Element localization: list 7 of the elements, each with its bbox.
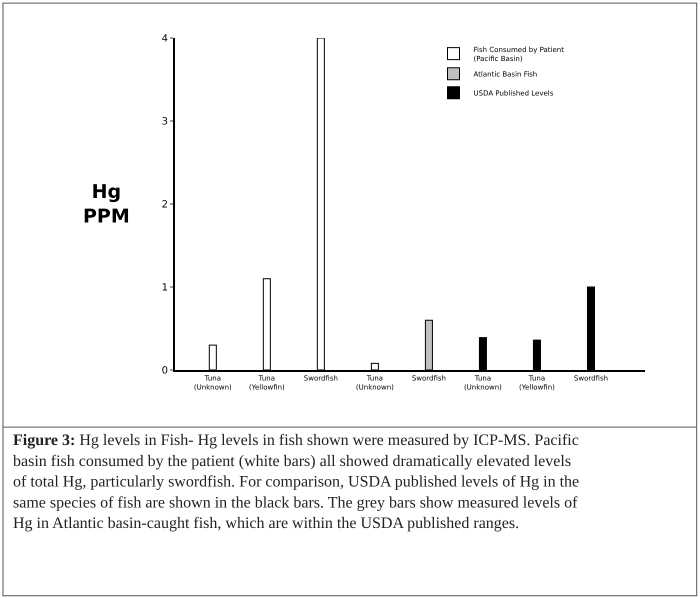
y-tick-label: 1 bbox=[162, 282, 168, 294]
y-axis-title: Hg PPM bbox=[83, 181, 130, 228]
y-tick-label: 3 bbox=[162, 116, 168, 128]
y-tick-label: 0 bbox=[162, 366, 168, 376]
y-tick-label: 2 bbox=[162, 200, 168, 210]
y-tick-label: 4 bbox=[162, 34, 168, 44]
caption: Figure 3: Hg levels in Fish- Hg levels in fish shown were measured by ICP-MS. Pacific basin fish consumed by the patient (white bars) all showed dramatically elevated levels of total Hg, particularly swordfish. For comparison, USDA published levels of Hg in the same species of fish are shown in the black bars. The grey bars show measured levels of Hg in Atlantic basin-caught fish, which are within the USDA published ranges. bbox=[13, 432, 580, 532]
